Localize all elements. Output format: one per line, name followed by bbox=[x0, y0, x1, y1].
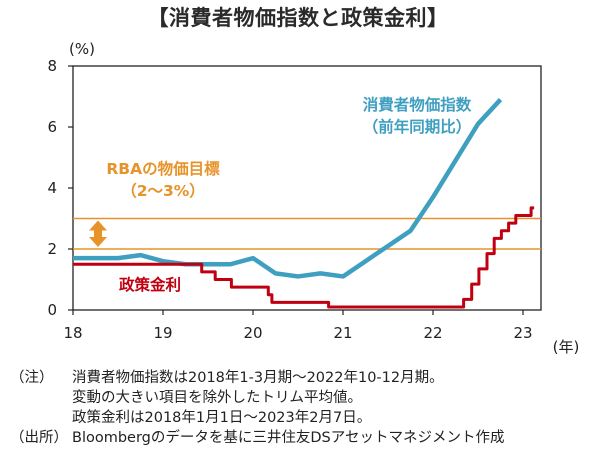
target-band-arrow bbox=[89, 220, 107, 247]
y-tick-label: 6 bbox=[47, 118, 57, 136]
y-unit-label: (%) bbox=[69, 40, 95, 58]
target-band-range-label: （2～3%） bbox=[121, 182, 205, 200]
target-band: RBAの物価目標 （2～3%） bbox=[73, 159, 541, 250]
x-tick-label: 21 bbox=[333, 324, 352, 342]
chart-labels: 消費者物価指数 （前年同期比） 政策金利 bbox=[119, 95, 472, 294]
y-tick-label: 2 bbox=[47, 240, 57, 258]
note-text-2: 変動の大きい項目を除外したトリム平均値。 bbox=[72, 390, 362, 406]
series-label-rate: 政策金利 bbox=[119, 275, 181, 294]
x-tick-label: 19 bbox=[153, 324, 172, 342]
note-row-3: 政策金利は2018年1月1日～2023年2月7日。 bbox=[10, 408, 594, 428]
series-line-1 bbox=[73, 206, 535, 309]
notes-block: （注） 消費者物価指数は2018年1-3月期～2022年10-12月期。 変動の大… bbox=[10, 368, 594, 448]
note-label: （注） bbox=[10, 370, 54, 386]
y-tick-label: 8 bbox=[47, 57, 57, 75]
x-tick-label: 18 bbox=[63, 324, 82, 342]
note-text-3: 政策金利は2018年1月1日～2023年2月7日。 bbox=[72, 410, 372, 426]
target-band-label: RBAの物価目標 bbox=[106, 159, 220, 178]
chart-series bbox=[73, 98, 535, 309]
chart-title: 【消費者物価指数と政策金利】 bbox=[147, 6, 449, 30]
note-row-1: （注） 消費者物価指数は2018年1-3月期～2022年10-12月期。 bbox=[10, 368, 594, 388]
series-label-cpi-sub: （前年同期比） bbox=[363, 117, 472, 136]
note-row-2: 変動の大きい項目を除外したトリム平均値。 bbox=[10, 388, 594, 408]
x-unit-label: (年) bbox=[553, 338, 580, 356]
x-tick-label: 20 bbox=[243, 324, 262, 342]
source-row: （出所） Bloombergのデータを基に三井住友DSアセットマネジメント作成 bbox=[10, 428, 594, 448]
line-chart: 0 2 4 6 8 18 19 20 21 22 23 (%) (年) RBAの物価目標 （2～3%） 消… bbox=[47, 40, 579, 356]
series-label-cpi: 消費者物価指数 bbox=[363, 95, 472, 114]
y-tick-label: 0 bbox=[47, 301, 57, 319]
chart-axes: 0 2 4 6 8 18 19 20 21 22 23 (%) (年) bbox=[47, 40, 579, 356]
source-text: Bloombergのデータを基に三井住友DSアセットマネジメント作成 bbox=[72, 430, 505, 446]
x-tick-label: 22 bbox=[423, 324, 442, 342]
y-tick-label: 4 bbox=[47, 179, 57, 197]
source-label: （出所） bbox=[10, 430, 68, 446]
series-line-0 bbox=[73, 98, 503, 279]
note-text-1: 消費者物価指数は2018年1-3月期～2022年10-12月期。 bbox=[72, 370, 444, 386]
x-tick-label: 23 bbox=[513, 324, 532, 342]
